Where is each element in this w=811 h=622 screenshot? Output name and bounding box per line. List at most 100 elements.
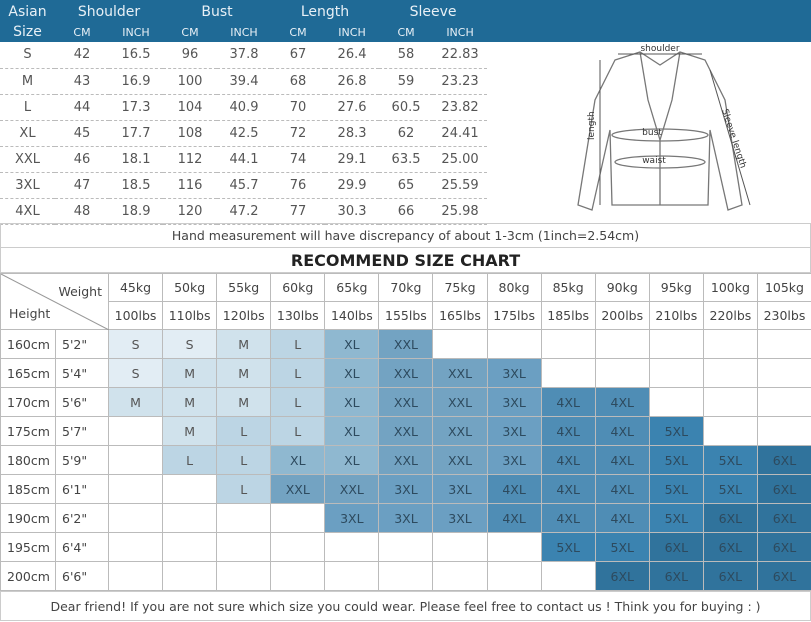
recommended-size-cell: 5XL [649, 475, 703, 504]
recommended-size-cell: XL [325, 330, 379, 359]
recommended-size-cell: M [109, 388, 163, 417]
recommended-size-cell [757, 359, 811, 388]
measurement-cell: 17.3 [109, 94, 163, 120]
measurement-cell: 18.5 [109, 172, 163, 198]
height-ft: 5'6" [56, 388, 109, 417]
measurement-cell: 26.4 [325, 42, 379, 68]
recommended-size-cell: XL [325, 446, 379, 475]
measurement-cell: 44.1 [217, 146, 271, 172]
recommended-size-cell: 5XL [649, 446, 703, 475]
measurement-cell: 16.9 [109, 68, 163, 94]
recommended-size-cell: 3XL [325, 504, 379, 533]
recommended-size-cell: 4XL [595, 475, 649, 504]
height-cm: 170cm [1, 388, 56, 417]
recommended-size-cell: 6XL [757, 562, 811, 591]
measurement-cell: 104 [163, 94, 217, 120]
recommended-size-cell [703, 388, 757, 417]
recommend-chart-title: RECOMMEND SIZE CHART [0, 248, 811, 273]
measurement-cell: 23.23 [433, 68, 487, 94]
weight-kg-header: 105kg [757, 274, 811, 302]
measurement-cell: 28.3 [325, 120, 379, 146]
recommended-size-cell [433, 562, 487, 591]
recommended-size-cell: 6XL [703, 504, 757, 533]
unit-inch: INCH [325, 22, 379, 42]
recommended-size-cell [487, 562, 541, 591]
measurement-cell: 43 [55, 68, 109, 94]
weight-label: Weight [58, 284, 102, 299]
height-cm: 165cm [1, 359, 56, 388]
recommended-size-cell: 4XL [541, 475, 595, 504]
recommended-size-cell: 4XL [595, 504, 649, 533]
recommended-size-cell [109, 562, 163, 591]
recommended-size-cell: 6XL [703, 562, 757, 591]
recommended-size-cell: XXL [271, 475, 325, 504]
recommended-size-cell: XXL [433, 446, 487, 475]
measurement-cell: 66 [379, 198, 433, 224]
measurement-cell: 108 [163, 120, 217, 146]
recommended-size-cell [271, 533, 325, 562]
measurement-cell: 63.5 [379, 146, 433, 172]
height-cm: 180cm [1, 446, 56, 475]
corner-header: Weight Height [1, 274, 109, 330]
measurement-cell: 17.7 [109, 120, 163, 146]
measurement-cell: 116 [163, 172, 217, 198]
recommended-size-cell: 3XL [487, 359, 541, 388]
unit-cm: CM [163, 22, 217, 42]
measurement-cell: 25.98 [433, 198, 487, 224]
recommended-size-cell [271, 504, 325, 533]
measurement-note: Hand measurement will have discrepancy o… [0, 223, 811, 248]
measurement-cell: 96 [163, 42, 217, 68]
label-sleeve-length: Sleeve length [719, 108, 748, 170]
unit-inch: INCH [217, 22, 271, 42]
weight-kg-header: 100kg [703, 274, 757, 302]
weight-kg-header: 55kg [217, 274, 271, 302]
label-shoulder: shoulder [640, 44, 679, 54]
label-waist: waist [642, 156, 666, 166]
weight-lbs-header: 110lbs [163, 302, 217, 330]
recommended-size-cell [541, 359, 595, 388]
recommended-size-cell: 3XL [487, 388, 541, 417]
recommended-size-cell [325, 562, 379, 591]
measurement-cell: 45.7 [217, 172, 271, 198]
recommended-size-cell: 3XL [433, 504, 487, 533]
recommended-size-cell: S [109, 330, 163, 359]
measurement-cell: 47 [55, 172, 109, 198]
measurement-cell: 65 [379, 172, 433, 198]
recommended-size-cell: 4XL [541, 388, 595, 417]
measurement-cell: 39.4 [217, 68, 271, 94]
measurement-cell: 24.41 [433, 120, 487, 146]
weight-kg-header: 65kg [325, 274, 379, 302]
measurement-cell: 27.6 [325, 94, 379, 120]
recommended-size-cell: S [109, 359, 163, 388]
measurement-cell: 72 [271, 120, 325, 146]
recommended-size-cell: 5XL [595, 533, 649, 562]
size-label-2: Size [0, 22, 55, 42]
size-cell: 3XL [0, 172, 55, 198]
size-cell: M [0, 68, 55, 94]
measurement-cell: 42 [55, 42, 109, 68]
recommended-size-cell [217, 504, 271, 533]
recommended-size-cell: XXL [433, 359, 487, 388]
recommended-size-cell: XL [325, 417, 379, 446]
recommended-size-cell [163, 504, 217, 533]
recommended-size-cell [487, 330, 541, 359]
weight-lbs-header: 200lbs [595, 302, 649, 330]
size-cell: L [0, 94, 55, 120]
measurement-cell: 62 [379, 120, 433, 146]
recommended-size-cell: 4XL [541, 417, 595, 446]
recommended-size-cell: 6XL [595, 562, 649, 591]
weight-lbs-header: 220lbs [703, 302, 757, 330]
measurement-cell: 30.3 [325, 198, 379, 224]
recommended-size-cell: 4XL [487, 504, 541, 533]
recommended-size-cell: XXL [379, 330, 433, 359]
recommended-size-cell [433, 330, 487, 359]
recommended-size-cell [109, 475, 163, 504]
measurement-cell: 37.8 [217, 42, 271, 68]
recommended-size-cell: 3XL [487, 417, 541, 446]
measurement-cell: 112 [163, 146, 217, 172]
recommended-size-cell: 3XL [487, 446, 541, 475]
recommended-size-cell: L [217, 417, 271, 446]
measurement-cell: 70 [271, 94, 325, 120]
measurement-cell: 40.9 [217, 94, 271, 120]
